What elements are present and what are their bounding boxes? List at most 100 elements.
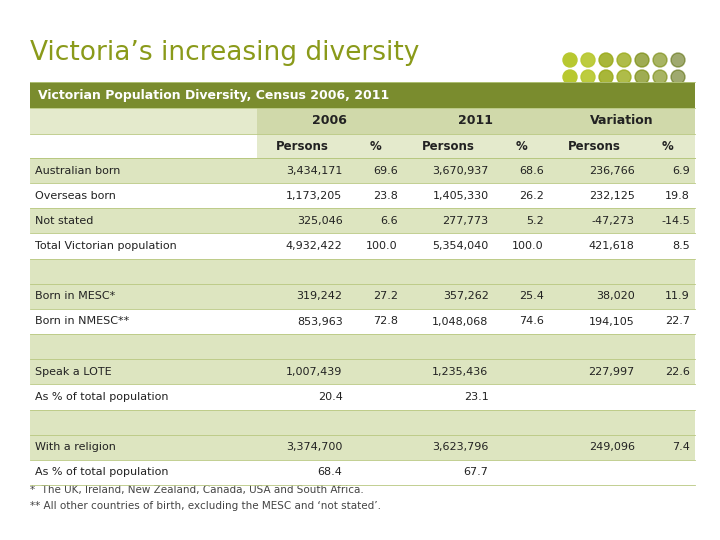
Bar <box>30 183 695 208</box>
Circle shape <box>599 53 613 67</box>
Text: 100.0: 100.0 <box>513 241 544 251</box>
Bar <box>639 134 695 158</box>
Text: Victorian Population Diversity, Census 2006, 2011: Victorian Population Diversity, Census 2… <box>38 89 390 102</box>
Text: Persons: Persons <box>276 139 328 152</box>
Bar <box>30 259 695 284</box>
Text: 2011: 2011 <box>459 114 493 127</box>
Text: Australian born: Australian born <box>35 166 120 176</box>
Text: 22.7: 22.7 <box>665 316 690 327</box>
Bar <box>30 460 695 485</box>
Circle shape <box>653 53 667 67</box>
Text: -47,273: -47,273 <box>592 216 634 226</box>
Text: 27.2: 27.2 <box>373 292 398 301</box>
Text: *  The UK, Ireland, New Zealand, Canada, USA and South Africa.: * The UK, Ireland, New Zealand, Canada, … <box>30 485 364 495</box>
Text: 232,125: 232,125 <box>589 191 634 201</box>
Text: As % of total population: As % of total population <box>35 392 168 402</box>
Bar <box>549 134 639 158</box>
Bar <box>494 134 549 158</box>
Text: 3,623,796: 3,623,796 <box>432 442 489 453</box>
Text: 38,020: 38,020 <box>596 292 634 301</box>
Text: 3,434,171: 3,434,171 <box>286 166 343 176</box>
Text: 2006: 2006 <box>312 114 347 127</box>
Text: 319,242: 319,242 <box>297 292 343 301</box>
Text: 3,374,700: 3,374,700 <box>286 442 343 453</box>
Text: 6.6: 6.6 <box>380 216 398 226</box>
Text: 8.5: 8.5 <box>672 241 690 251</box>
Text: 7.4: 7.4 <box>672 442 690 453</box>
Bar <box>549 108 695 134</box>
Text: 421,618: 421,618 <box>589 241 634 251</box>
Text: Total Victorian population: Total Victorian population <box>35 241 176 251</box>
Text: 11.9: 11.9 <box>665 292 690 301</box>
Bar <box>30 384 695 409</box>
Circle shape <box>581 87 595 101</box>
Text: Born in NMESC**: Born in NMESC** <box>35 316 130 327</box>
Text: 1,173,205: 1,173,205 <box>287 191 343 201</box>
Text: 23.1: 23.1 <box>464 392 489 402</box>
Bar <box>30 309 695 334</box>
Bar <box>30 233 695 259</box>
Text: 236,766: 236,766 <box>589 166 634 176</box>
Text: 100.0: 100.0 <box>366 241 398 251</box>
Circle shape <box>599 70 613 84</box>
Bar <box>30 208 695 233</box>
Circle shape <box>599 87 613 101</box>
Circle shape <box>653 70 667 84</box>
Circle shape <box>671 53 685 67</box>
Text: 1,007,439: 1,007,439 <box>286 367 343 377</box>
Text: %: % <box>662 139 673 152</box>
Text: 1,235,436: 1,235,436 <box>432 367 489 377</box>
Text: 22.6: 22.6 <box>665 367 690 377</box>
Bar <box>30 334 695 359</box>
Circle shape <box>563 87 577 101</box>
Text: 1,048,068: 1,048,068 <box>432 316 489 327</box>
Circle shape <box>617 53 631 67</box>
Circle shape <box>671 70 685 84</box>
Text: 25.4: 25.4 <box>519 292 544 301</box>
Bar <box>257 108 403 134</box>
Text: 227,997: 227,997 <box>588 367 634 377</box>
Text: Persons: Persons <box>568 139 621 152</box>
Circle shape <box>671 87 685 101</box>
Circle shape <box>635 87 649 101</box>
Bar <box>403 108 549 134</box>
Bar <box>30 108 695 134</box>
Text: 853,963: 853,963 <box>297 316 343 327</box>
Text: Victoria’s increasing diversity: Victoria’s increasing diversity <box>30 40 419 66</box>
Text: 20.4: 20.4 <box>318 392 343 402</box>
Circle shape <box>581 70 595 84</box>
Circle shape <box>581 53 595 67</box>
Text: Born in MESC*: Born in MESC* <box>35 292 115 301</box>
Text: 74.6: 74.6 <box>519 316 544 327</box>
Text: 5.2: 5.2 <box>526 216 544 226</box>
Text: 6.9: 6.9 <box>672 166 690 176</box>
Text: 68.4: 68.4 <box>318 468 343 477</box>
Bar <box>30 435 695 460</box>
Text: 3,670,937: 3,670,937 <box>432 166 489 176</box>
Bar <box>403 134 494 158</box>
Text: 1,405,330: 1,405,330 <box>433 191 489 201</box>
Text: Persons: Persons <box>422 139 474 152</box>
Text: Variation: Variation <box>590 114 654 127</box>
Bar <box>30 134 695 158</box>
Text: 68.6: 68.6 <box>519 166 544 176</box>
Bar <box>30 359 695 384</box>
Text: 277,773: 277,773 <box>443 216 489 226</box>
Text: 19.8: 19.8 <box>665 191 690 201</box>
Text: 67.7: 67.7 <box>464 468 489 477</box>
Text: 249,096: 249,096 <box>589 442 634 453</box>
Bar <box>30 82 695 108</box>
Text: -14.5: -14.5 <box>661 216 690 226</box>
Text: 325,046: 325,046 <box>297 216 343 226</box>
Text: 5,354,040: 5,354,040 <box>432 241 489 251</box>
Text: With a religion: With a religion <box>35 442 116 453</box>
Text: 357,262: 357,262 <box>443 292 489 301</box>
Text: %: % <box>516 139 527 152</box>
Text: 4,932,422: 4,932,422 <box>286 241 343 251</box>
Circle shape <box>635 53 649 67</box>
Bar <box>348 134 403 158</box>
Text: ** All other countries of birth, excluding the MESC and ‘not stated’.: ** All other countries of birth, excludi… <box>30 501 381 511</box>
Text: 26.2: 26.2 <box>519 191 544 201</box>
Bar <box>30 158 695 183</box>
Circle shape <box>653 87 667 101</box>
